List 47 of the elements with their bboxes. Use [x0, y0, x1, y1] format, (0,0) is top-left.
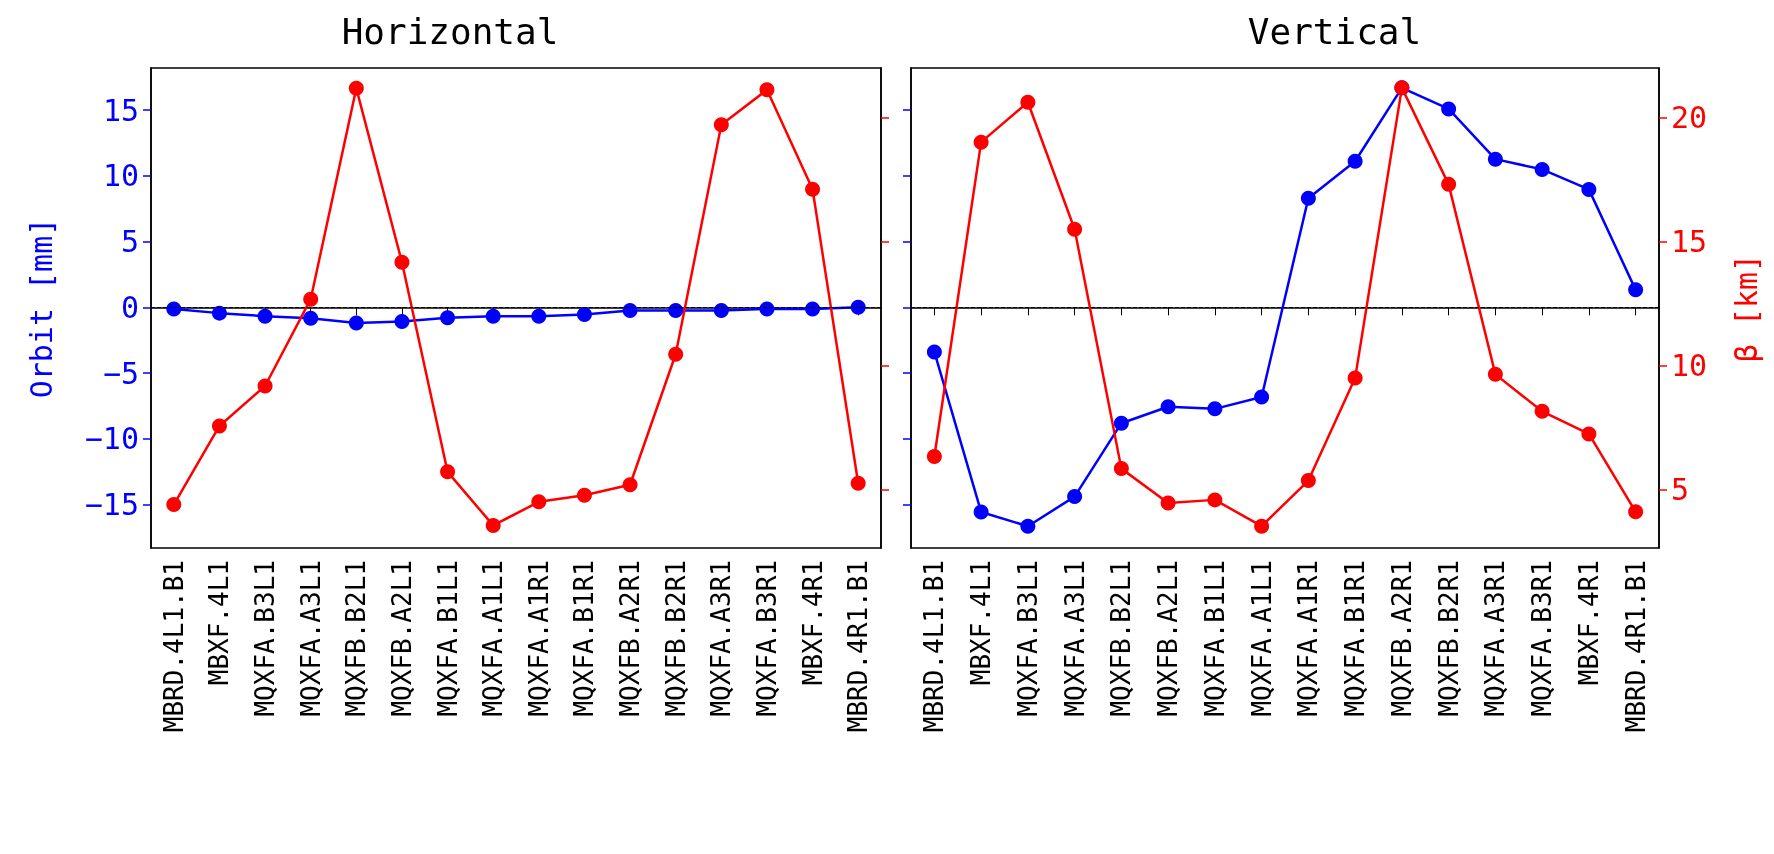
- x-tick-label: MQXFA.B1R1: [569, 560, 600, 717]
- y2-tick-label: 20: [1671, 100, 1708, 136]
- y-tick-label: 15: [102, 92, 139, 128]
- x-tick-label: MBRD.4L1.B1: [919, 560, 950, 733]
- y-tick-label: 0: [120, 289, 139, 325]
- x-tick-label: MQXFB.A2L1: [386, 560, 417, 717]
- x-tick-label: MQXFA.B3R1: [751, 560, 782, 717]
- x-tick-label: MQXFA.A3R1: [1480, 560, 1511, 717]
- y2-tick-label: 15: [1671, 224, 1708, 260]
- y-tick-label: 10: [102, 158, 139, 194]
- x-tick-label: MBXF.4L1: [966, 560, 997, 686]
- x-tick-label: MBRD.4L1.B1: [158, 560, 189, 733]
- x-tick-label: MBRD.4R1.B1: [1620, 560, 1651, 733]
- x-tick-label: MQXFB.B2R1: [660, 560, 691, 717]
- x-tick-label: MQXFB.A2R1: [615, 560, 646, 717]
- x-tick-label: MQXFA.B3L1: [250, 560, 281, 717]
- y-tick-label: −10: [84, 421, 139, 457]
- x-tick-label: MQXFA.B1L1: [1199, 560, 1230, 717]
- x-tick-label: MQXFB.A2R1: [1386, 560, 1417, 717]
- x-tick-label: MQXFA.B3R1: [1527, 560, 1558, 717]
- x-tick-label: MQXFA.A3R1: [706, 560, 737, 717]
- x-tick-label: MQXFA.A3L1: [1059, 560, 1090, 717]
- y-axis-title: Orbit [mm]: [23, 217, 59, 399]
- x-tick-label: MBXF.4R1: [797, 560, 828, 686]
- y-tick-label: 5: [120, 224, 139, 260]
- y-tick-label: −5: [102, 355, 139, 391]
- x-tick-label: MQXFA.A1L1: [478, 560, 509, 717]
- x-tick-label: MQXFA.B3L1: [1012, 560, 1043, 717]
- x-tick-label: MQXFA.A1R1: [1293, 560, 1324, 717]
- x-tick-label: MQXFB.A2L1: [1153, 560, 1184, 717]
- x-tick-label: MBRD.4R1.B1: [843, 560, 874, 733]
- x-tick-label: MQXFA.A1R1: [523, 560, 554, 717]
- x-tick-label: MQXFB.B2L1: [1106, 560, 1137, 717]
- x-tick-label: MQXFB.B2R1: [1433, 560, 1464, 717]
- chart-title: Horizontal: [341, 10, 559, 52]
- x-tick-label: MQXFA.B1L1: [432, 560, 463, 717]
- chart-title: Vertical: [1247, 10, 1422, 52]
- y2-tick-label: 5: [1671, 472, 1690, 508]
- y2-axis-title: β [km]: [1728, 253, 1764, 363]
- y2-tick-label: 10: [1671, 348, 1708, 384]
- x-tick-label: MBXF.4R1: [1573, 560, 1604, 686]
- x-tick-label: MBXF.4L1: [204, 560, 235, 686]
- x-tick-label: MQXFB.B2L1: [341, 560, 372, 717]
- x-tick-label: MQXFA.B1R1: [1340, 560, 1371, 717]
- x-tick-label: MQXFA.A3L1: [295, 560, 326, 717]
- x-tick-label: MQXFA.A1L1: [1246, 560, 1277, 717]
- y-tick-label: −15: [84, 487, 139, 523]
